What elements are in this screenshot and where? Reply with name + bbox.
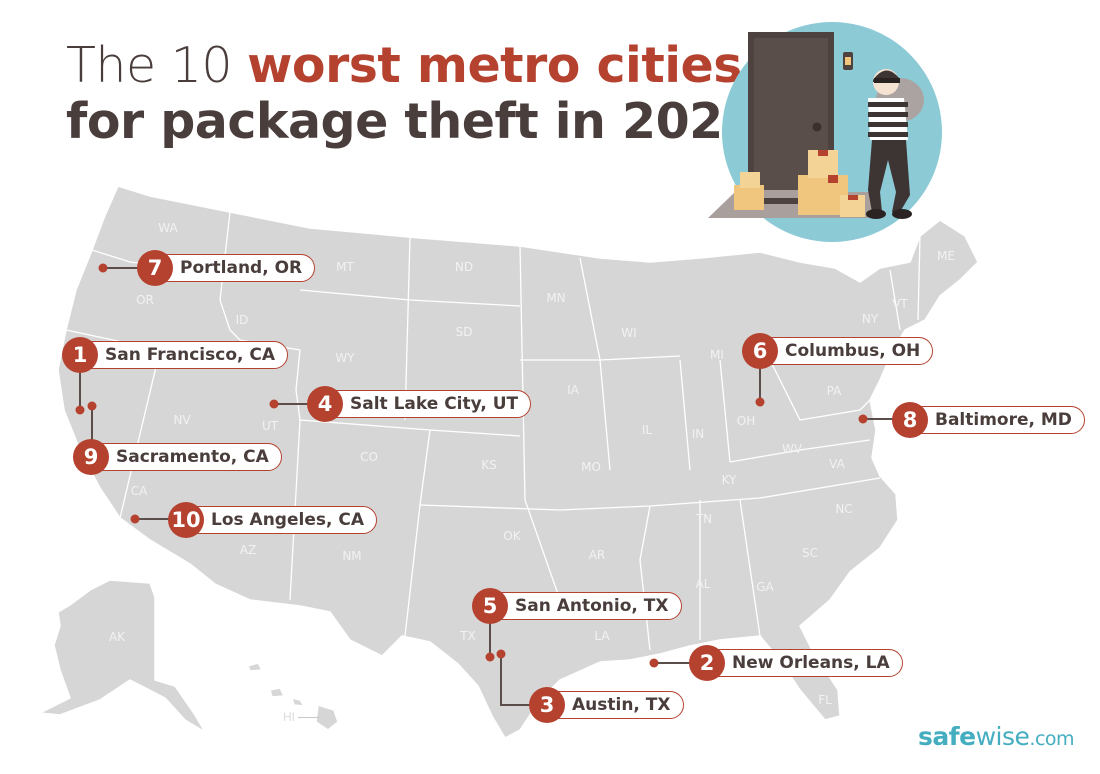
- city-label: New Orleans, LA: [705, 649, 903, 677]
- rank-badge: 1: [62, 337, 98, 373]
- state-label-sd: SD: [455, 325, 473, 339]
- state-label-wi: WI: [621, 326, 637, 340]
- callout-columbus[interactable]: 6 Columbus, OH: [742, 333, 934, 369]
- state-label-mo: MO: [581, 460, 601, 474]
- contiguous-us-shape: [57, 185, 979, 739]
- state-label-ny: NY: [861, 312, 879, 326]
- state-label-mn: MN: [546, 291, 566, 305]
- rank-badge: 9: [73, 439, 109, 475]
- marker-portland[interactable]: [98, 263, 108, 273]
- marker-los-angeles[interactable]: [130, 514, 140, 524]
- state-label-va: VA: [829, 457, 845, 471]
- callout-new-orleans[interactable]: 2 New Orleans, LA: [689, 645, 903, 681]
- hawaii-shape: [315, 704, 339, 731]
- state-label-ut: UT: [261, 419, 279, 433]
- state-label-co: CO: [360, 450, 378, 464]
- state-label-mt: MT: [336, 260, 354, 274]
- state-label-nd: ND: [454, 260, 474, 274]
- state-label-ar: AR: [588, 548, 606, 562]
- state-label-ok: OK: [503, 529, 521, 543]
- callout-los-angeles[interactable]: 10 Los Angeles, CA: [168, 502, 377, 538]
- callout-sacramento[interactable]: 9 Sacramento, CA: [73, 439, 282, 475]
- city-label: Portland, OR: [153, 254, 316, 282]
- marker-austin[interactable]: [496, 649, 506, 659]
- state-label-mi: MI: [710, 348, 724, 362]
- page-title: The 10 worst metro cities for package th…: [66, 37, 757, 150]
- burglar-icon: [708, 22, 942, 242]
- title-accent: worst metro cities: [247, 37, 742, 94]
- state-label-la: LA: [594, 629, 610, 643]
- alaska-shape: [39, 579, 206, 733]
- rank-badge: 5: [472, 588, 508, 624]
- state-label-ca: CA: [130, 484, 148, 498]
- marker-san-francisco[interactable]: [75, 405, 85, 415]
- state-label-nc: NC: [835, 502, 853, 516]
- marker-san-antonio[interactable]: [485, 652, 495, 662]
- marker-new-orleans[interactable]: [649, 658, 659, 668]
- city-label: Sacramento, CA: [89, 443, 282, 471]
- callout-austin[interactable]: 3 Austin, TX: [529, 687, 684, 723]
- state-label-al: AL: [695, 577, 711, 591]
- city-label: Austin, TX: [545, 691, 684, 719]
- state-label-il: IL: [641, 423, 653, 437]
- city-label: San Francisco, CA: [78, 341, 289, 369]
- rank-badge: 4: [307, 386, 343, 422]
- city-label: Baltimore, MD: [908, 406, 1085, 434]
- hawaii-leader: [298, 717, 320, 718]
- state-label-vt: VT: [892, 297, 908, 311]
- state-label-or: OR: [136, 293, 154, 307]
- state-label-nm: NM: [342, 549, 362, 563]
- callout-san-antonio[interactable]: 5 San Antonio, TX: [472, 588, 682, 624]
- state-label-wy: WY: [335, 351, 355, 365]
- marker-sacramento[interactable]: [87, 401, 97, 411]
- city-label: Salt Lake City, UT: [323, 390, 532, 418]
- callout-san-francisco[interactable]: 1 San Francisco, CA: [62, 337, 289, 373]
- state-label-fl: FL: [818, 693, 832, 707]
- callout-salt-lake-city[interactable]: 4 Salt Lake City, UT: [307, 386, 532, 422]
- city-label: San Antonio, TX: [488, 592, 682, 620]
- state-label-in: IN: [691, 427, 705, 441]
- state-label-wv: WV: [781, 442, 803, 456]
- rank-badge: 10: [168, 502, 204, 538]
- rank-badge: 6: [742, 333, 778, 369]
- rank-badge: 8: [892, 402, 928, 438]
- callout-portland[interactable]: 7 Portland, OR: [137, 250, 316, 286]
- state-label-ak: AK: [108, 630, 126, 644]
- state-label-az: AZ: [239, 543, 257, 557]
- state-label-ia: IA: [567, 383, 579, 397]
- rank-badge: 3: [529, 687, 565, 723]
- state-label-tn: TN: [695, 512, 713, 526]
- state-label-me: ME: [937, 249, 955, 263]
- marker-columbus[interactable]: [755, 397, 765, 407]
- state-label-tx: TX: [460, 629, 476, 643]
- city-label: Columbus, OH: [758, 337, 934, 365]
- state-label-ga: GA: [756, 580, 774, 594]
- rank-badge: 2: [689, 645, 725, 681]
- state-label-nv: NV: [173, 413, 191, 427]
- callout-baltimore[interactable]: 8 Baltimore, MD: [892, 402, 1085, 438]
- state-label-id: ID: [235, 313, 249, 327]
- state-label-ks: KS: [481, 458, 497, 472]
- state-label-ky: KY: [721, 473, 737, 487]
- city-label: Los Angeles, CA: [184, 506, 377, 534]
- state-label-sc: SC: [802, 546, 818, 560]
- state-label-oh: OH: [736, 414, 756, 428]
- safewise-logo[interactable]: safewise.com: [918, 722, 1075, 751]
- rank-badge: 7: [137, 250, 173, 286]
- state-label-wa: WA: [158, 221, 178, 235]
- marker-salt-lake-city[interactable]: [269, 399, 279, 409]
- marker-baltimore[interactable]: [858, 414, 868, 424]
- state-label-pa: PA: [826, 384, 842, 398]
- state-label-hi: HI: [283, 710, 295, 724]
